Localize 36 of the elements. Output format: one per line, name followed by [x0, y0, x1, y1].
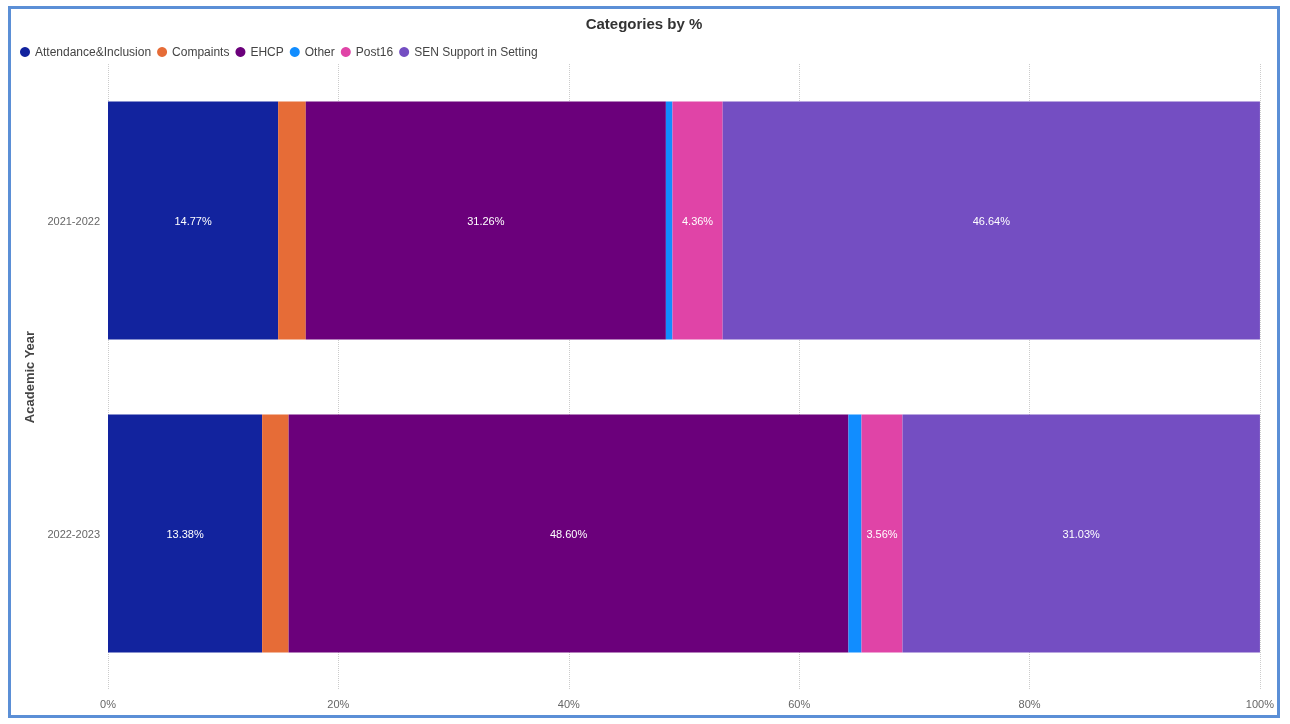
- legend-label: Attendance&Inclusion: [35, 45, 152, 59]
- x-tick-label: 60%: [788, 697, 811, 710]
- bar: [665, 101, 673, 340]
- x-tick-label: 80%: [1018, 697, 1041, 710]
- bar: [902, 414, 1260, 653]
- data-label: 13.38%: [166, 527, 204, 540]
- legend-label: EHCP: [250, 45, 284, 59]
- data-label: 31.03%: [1062, 527, 1101, 540]
- x-tick-label: 20%: [327, 697, 350, 710]
- x-tick-label: 0%: [100, 697, 117, 710]
- bar: [861, 414, 903, 653]
- legend-label: Compaints: [172, 45, 230, 59]
- data-label: 48.60%: [549, 527, 588, 540]
- data-label: 4.36%: [681, 214, 714, 227]
- x-tick-label: 40%: [557, 697, 580, 710]
- y-tick-label: 2021-2022: [47, 214, 100, 227]
- bar: [305, 101, 666, 340]
- legend-label: SEN Support in Setting: [414, 45, 538, 59]
- data-label: 31.26%: [467, 214, 505, 227]
- y-axis-title: Academic Year: [22, 330, 37, 424]
- bar: [288, 414, 849, 653]
- data-label: 46.64%: [972, 214, 1011, 227]
- legend-label: Post16: [355, 45, 394, 59]
- y-tick-label: 2022-2023: [47, 527, 100, 540]
- bar: [278, 101, 306, 340]
- x-tick-label: 100%: [1245, 697, 1275, 710]
- chart-title: Categories by %: [585, 15, 703, 32]
- legend-label: Other: [304, 45, 335, 59]
- bar: [108, 101, 279, 340]
- bar: [108, 414, 263, 653]
- bar: [722, 101, 1260, 340]
- data-label: 3.56%: [866, 527, 898, 540]
- bar: [262, 414, 289, 653]
- bar: [672, 101, 723, 340]
- bar: [848, 414, 862, 653]
- data-label: 14.77%: [174, 214, 212, 227]
